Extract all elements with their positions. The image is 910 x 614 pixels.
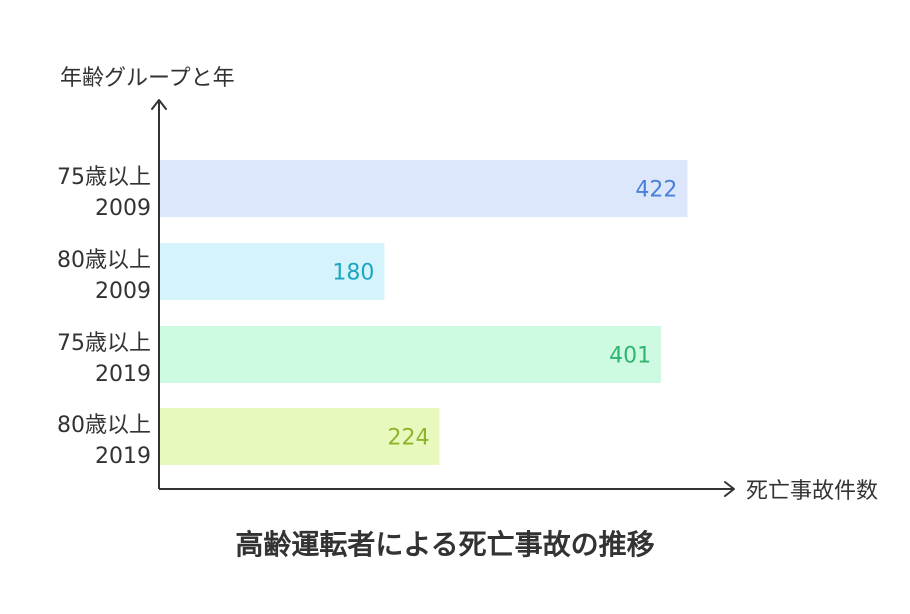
y-axis-label: 年齢グループと年 — [60, 66, 235, 91]
data-label: 224 — [387, 426, 429, 451]
data-label: 401 — [609, 344, 651, 369]
x-axis-label: 死亡事故件数 — [746, 479, 878, 504]
data-label: 422 — [635, 178, 677, 203]
y-tick-label: 80歳以上 — [57, 248, 151, 273]
y-axis-arrow — [151, 99, 167, 110]
y-tick-label: 2009 — [95, 196, 151, 221]
chart-title: 高齢運転者による死亡事故の推移 — [235, 528, 654, 561]
y-tick-label: 75歳以上 — [57, 331, 151, 356]
bar — [159, 160, 688, 217]
bar — [159, 243, 385, 300]
y-tick-label: 75歳以上 — [57, 165, 151, 190]
y-tick-label: 80歳以上 — [57, 413, 151, 438]
y-tick-label: 2019 — [95, 362, 151, 387]
data-label: 180 — [332, 261, 374, 286]
y-tick-label: 2009 — [95, 279, 151, 304]
bar — [159, 408, 440, 465]
bar — [159, 326, 662, 383]
x-axis-arrow — [724, 481, 735, 497]
y-tick-label: 2019 — [95, 444, 151, 469]
